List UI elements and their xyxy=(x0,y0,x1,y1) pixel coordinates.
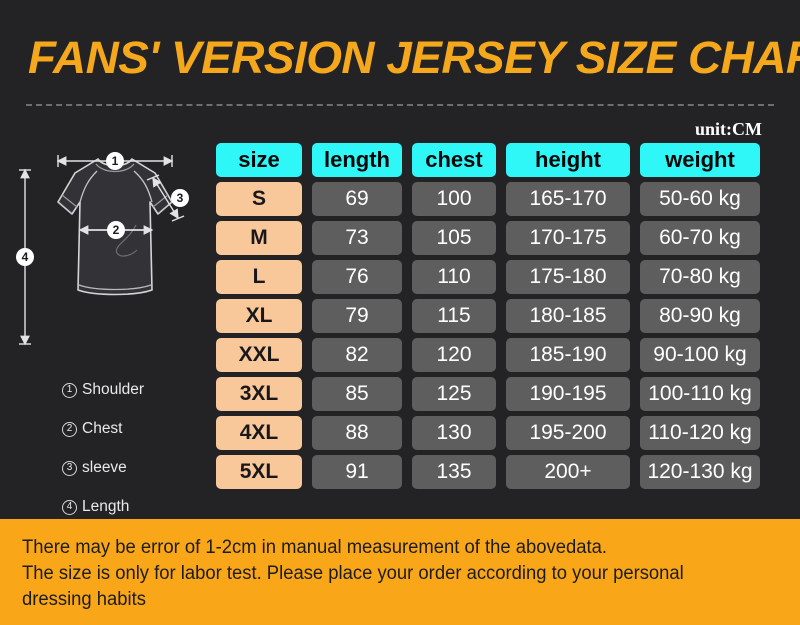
cell-weight: 100-110 kg xyxy=(640,377,760,411)
sleeve-measure-arrow: 3 xyxy=(146,174,189,222)
legend-item-shoulder: 1 Shoulder xyxy=(62,380,212,400)
tshirt-diagram: 1 2 3 4 xyxy=(0,140,212,370)
cell-height: 170-175 xyxy=(506,221,630,255)
cell-chest: 120 xyxy=(412,338,496,372)
dashed-divider xyxy=(26,104,774,106)
cell-weight: 50-60 kg xyxy=(640,182,760,216)
table-row: XL 79 115 180-185 80-90 kg xyxy=(216,299,768,333)
legend-label-chest: Chest xyxy=(82,420,123,438)
circled-number-1-icon: 1 xyxy=(62,382,77,398)
cell-chest: 125 xyxy=(412,377,496,411)
table-row: 3XL 85 125 190-195 100-110 kg xyxy=(216,377,768,411)
cell-length: 79 xyxy=(312,299,402,333)
cell-weight: 90-100 kg xyxy=(640,338,760,372)
cell-length: 69 xyxy=(312,182,402,216)
cell-size: XL xyxy=(216,299,302,333)
cell-length: 85 xyxy=(312,377,402,411)
legend-item-length: 4 Length xyxy=(62,497,212,517)
cell-chest: 115 xyxy=(412,299,496,333)
disclaimer-line-3: dressing habits xyxy=(22,589,146,610)
svg-text:1: 1 xyxy=(112,154,119,168)
table-row: M 73 105 170-175 60-70 kg xyxy=(216,221,768,255)
page-title: FANS' VERSION JERSEY SIZE CHART xyxy=(28,32,800,83)
header-cell-chest: chest xyxy=(412,143,496,177)
cell-weight: 70-80 kg xyxy=(640,260,760,294)
disclaimer-line-1: There may be error of 1-2cm in manual me… xyxy=(22,537,607,558)
cell-height: 175-180 xyxy=(506,260,630,294)
cell-size: XXL xyxy=(216,338,302,372)
legend-label-shoulder: Shoulder xyxy=(82,381,145,399)
circled-number-3-icon: 3 xyxy=(62,460,77,476)
cell-size: L xyxy=(216,260,302,294)
cell-size: M xyxy=(216,221,302,255)
cell-chest: 105 xyxy=(412,221,496,255)
table-row: XXL 82 120 185-190 90-100 kg xyxy=(216,338,768,372)
disclaimer-text: There may be error of 1-2cm in manual me… xyxy=(22,535,765,613)
cell-length: 91 xyxy=(312,455,402,489)
legend-item-sleeve: 3 sleeve xyxy=(62,458,212,478)
chest-measure-arrow: 2 xyxy=(78,221,154,239)
header-cell-weight: weight xyxy=(640,143,760,177)
svg-text:2: 2 xyxy=(113,223,120,237)
disclaimer-footer: There may be error of 1-2cm in manual me… xyxy=(0,519,800,625)
cell-weight: 80-90 kg xyxy=(640,299,760,333)
cell-length: 73 xyxy=(312,221,402,255)
table-row: 5XL 91 135 200+ 120-130 kg xyxy=(216,455,768,489)
legend-label-length: Length xyxy=(82,498,130,516)
table-row: S 69 100 165-170 50-60 kg xyxy=(216,182,768,216)
cell-height: 190-195 xyxy=(506,377,630,411)
circled-number-2-icon: 2 xyxy=(62,421,77,437)
cell-size: 5XL xyxy=(216,455,302,489)
cell-weight: 120-130 kg xyxy=(640,455,760,489)
cell-chest: 100 xyxy=(412,182,496,216)
cell-weight: 110-120 kg xyxy=(640,416,760,450)
cell-length: 76 xyxy=(312,260,402,294)
legend-label-sleeve: sleeve xyxy=(82,459,127,477)
cell-length: 82 xyxy=(312,338,402,372)
circled-number-4-icon: 4 xyxy=(62,499,77,515)
cell-size: 3XL xyxy=(216,377,302,411)
cell-length: 88 xyxy=(312,416,402,450)
cell-chest: 130 xyxy=(412,416,496,450)
unit-label: unit:CM xyxy=(695,119,762,139)
cell-height: 185-190 xyxy=(506,338,630,372)
shoulder-measure-arrow: 1 xyxy=(56,152,174,170)
disclaimer-line-2: The size is only for labor test. Please … xyxy=(22,563,684,584)
header-cell-length: length xyxy=(312,143,402,177)
cell-size: 4XL xyxy=(216,416,302,450)
table-header-row: size length chest height weight xyxy=(216,143,768,177)
cell-size: S xyxy=(216,182,302,216)
table-row: 4XL 88 130 195-200 110-120 kg xyxy=(216,416,768,450)
cell-height: 165-170 xyxy=(506,182,630,216)
cell-chest: 110 xyxy=(412,260,496,294)
header-cell-size: size xyxy=(216,143,302,177)
length-measure-arrow: 4 xyxy=(16,168,34,346)
legend-item-chest: 2 Chest xyxy=(62,419,212,439)
cell-height: 180-185 xyxy=(506,299,630,333)
size-table: size length chest height weight S 69 100… xyxy=(216,143,768,494)
cell-height: 195-200 xyxy=(506,416,630,450)
header-cell-height: height xyxy=(506,143,630,177)
cell-weight: 60-70 kg xyxy=(640,221,760,255)
cell-height: 200+ xyxy=(506,455,630,489)
svg-text:3: 3 xyxy=(177,191,184,205)
cell-chest: 135 xyxy=(412,455,496,489)
svg-text:4: 4 xyxy=(22,250,29,264)
table-row: L 76 110 175-180 70-80 kg xyxy=(216,260,768,294)
measurement-legend: 1 Shoulder 2 Chest 3 sleeve 4 Length xyxy=(62,380,212,536)
